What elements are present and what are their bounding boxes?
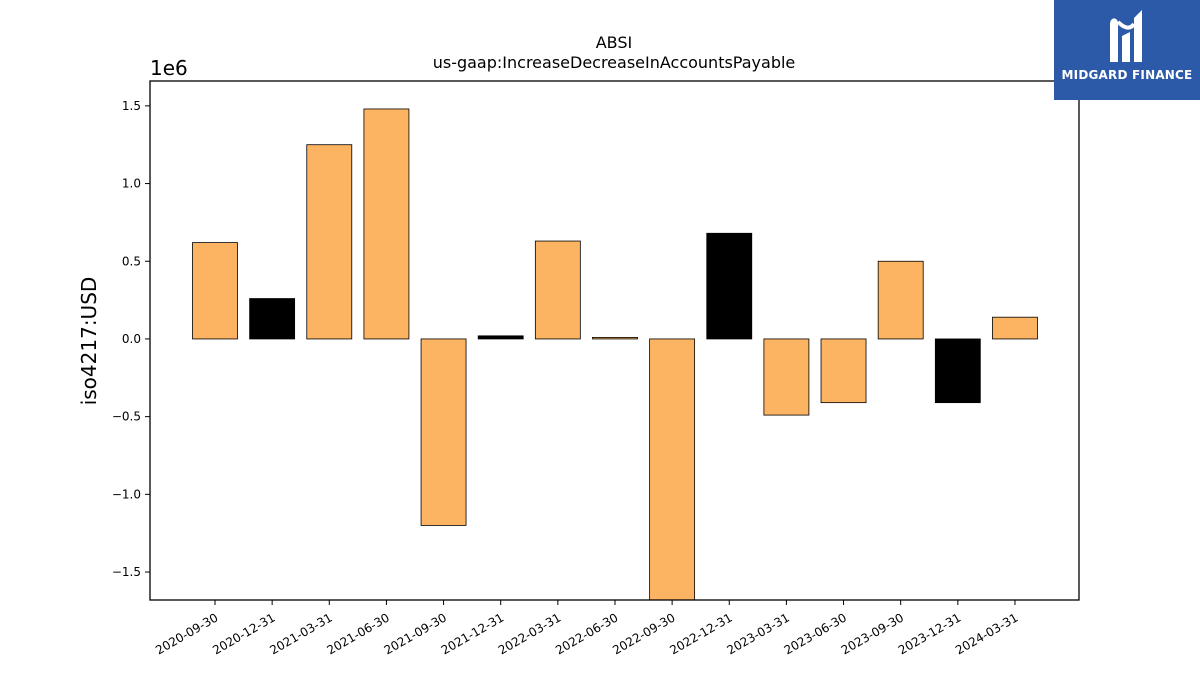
bar-2020-09-30	[192, 242, 238, 340]
y-tick-label: 1.0	[122, 177, 141, 191]
x-tick-label: 2021-06-30	[325, 610, 392, 657]
y-tick-label: −1.0	[112, 487, 141, 501]
bar-2022-09-30	[649, 338, 696, 601]
x-tick-label: 2023-12-31	[896, 610, 963, 657]
x-tick-label: 2024-03-31	[953, 610, 1020, 657]
x-tick-label: 2021-09-30	[382, 610, 449, 657]
brand-name: MIDGARD FINANCE	[1061, 68, 1193, 82]
bar-2021-06-30	[363, 108, 410, 340]
chart-title: ABSI	[596, 33, 633, 52]
bar-2022-03-31	[534, 240, 581, 340]
x-tick-label: 2020-09-30	[153, 610, 220, 657]
x-tick-label: 2022-09-30	[610, 610, 677, 657]
x-tick-label: 2021-12-31	[439, 610, 506, 657]
bar-2023-09-30	[877, 260, 924, 340]
bar-2022-12-31	[706, 232, 753, 340]
y-tick-label: −0.5	[112, 410, 141, 424]
y-tick-label: 1.5	[122, 99, 141, 113]
bar-2023-12-31	[934, 338, 981, 404]
x-tick-label: 2023-06-30	[782, 610, 849, 657]
y-scale-label: 1e6	[150, 56, 188, 80]
midgard-m-logo-icon	[1110, 10, 1142, 62]
y-tick-label: 0.0	[122, 332, 141, 346]
bar-2020-12-31	[249, 298, 296, 340]
x-tick-label: 2023-09-30	[839, 610, 906, 657]
x-tick-label: 2023-03-31	[724, 610, 791, 657]
y-tick-label: 0.5	[122, 254, 141, 268]
x-tick-label: 2022-12-31	[667, 610, 734, 657]
x-axis-ticks: 2020-09-302020-12-312021-03-312021-06-30…	[153, 600, 1020, 657]
plot-frame	[149, 80, 1080, 601]
x-tick-label: 2022-06-30	[553, 610, 620, 657]
bar-series	[192, 108, 1038, 601]
x-tick-label: 2021-03-31	[267, 610, 334, 657]
x-tick-label: 2020-12-31	[210, 610, 277, 657]
bar-2024-03-31	[992, 316, 1038, 340]
chart-subtitle: us-gaap:IncreaseDecreaseInAccountsPayabl…	[433, 53, 796, 72]
bar-2021-12-31	[477, 335, 524, 340]
bar-2023-06-30	[820, 338, 867, 404]
bar-2021-09-30	[420, 338, 467, 526]
bar-2023-03-31	[763, 338, 810, 416]
brand-logo: MIDGARD FINANCE	[1054, 0, 1200, 100]
y-axis-ticks: −1.5 −1.0 −0.5 0.0 0.5 1.0 1.5	[112, 99, 150, 579]
y-axis-label: iso4217:USD	[77, 277, 101, 406]
bar-2021-03-31	[306, 144, 353, 340]
x-tick-label: 2022-03-31	[496, 610, 563, 657]
y-tick-label: −1.5	[112, 565, 141, 579]
bar-2022-06-30	[592, 336, 638, 340]
